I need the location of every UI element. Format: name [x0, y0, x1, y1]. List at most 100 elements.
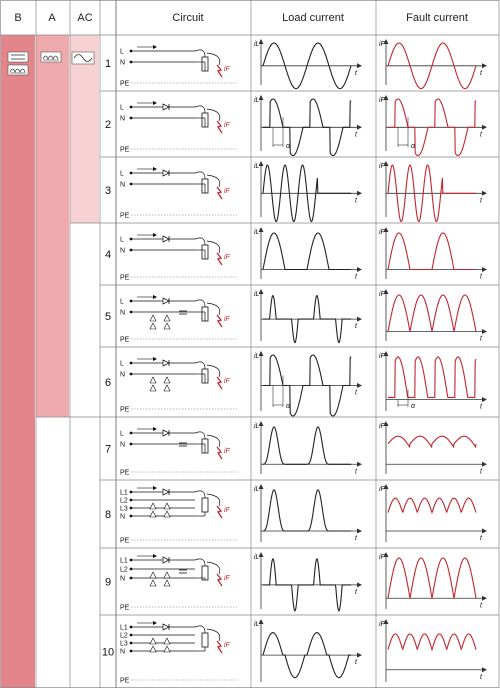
load-plot-x-label: t	[355, 468, 358, 475]
bridge-diode-icon	[149, 314, 157, 322]
fault-current-label: iF	[224, 642, 231, 649]
load-plot-y-arrow	[258, 95, 264, 100]
load-plot-y-label: iL	[254, 41, 260, 48]
circuit-line-label-l: L	[120, 299, 124, 306]
fault-lightning-icon	[216, 573, 223, 587]
fault-current-label: iF	[224, 254, 231, 261]
fault-plot-y-label: iF	[379, 554, 386, 561]
circuit-line-label-pe: PE	[120, 470, 130, 477]
load-plot-x-label: t	[355, 274, 358, 281]
fault-plot-y-label: iF	[379, 353, 386, 360]
load-plot-y-label: iL	[254, 97, 260, 104]
load-wire	[194, 558, 206, 567]
fault-current-label: iF	[224, 66, 231, 73]
load-plot-x-label: t	[355, 197, 358, 204]
load-plot-wave	[263, 489, 351, 532]
fault-plot-x-arrow	[482, 667, 487, 673]
bridge-diode-icon	[163, 645, 171, 653]
load-plot-wave	[263, 354, 352, 417]
load-resistor-icon	[201, 632, 209, 648]
fault-plot-x-label: t	[480, 131, 483, 138]
fault-plot-x-arrow	[482, 397, 487, 402]
load-plot-x-arrow	[357, 124, 362, 130]
circuit-line-label-l: L	[120, 431, 124, 438]
fault-plot-y-arrow	[383, 289, 389, 294]
load-plot-alpha-label: α	[286, 403, 291, 410]
fault-plot-wave	[387, 633, 477, 652]
bridge-diode-icon	[149, 376, 157, 384]
circuit-line-label-pe: PE	[120, 538, 130, 545]
load-plot-x-label: t	[355, 589, 358, 596]
bridge-diode-icon	[163, 510, 171, 518]
load-wire	[194, 490, 206, 499]
current-arrowhead	[153, 427, 157, 431]
bridge-diode-icon	[163, 502, 171, 510]
load-plot-x-arrow	[357, 316, 362, 322]
header-circuit: Circuit	[172, 12, 203, 24]
fault-current-label: iF	[224, 316, 231, 323]
fault-wire	[206, 174, 221, 188]
circuit-line-label-l2: L2	[120, 498, 128, 505]
load-plot-wave	[262, 426, 351, 465]
table-row: 9 L1 L2 N PE iF iL t iF t	[105, 552, 487, 612]
fault-plot-x-label: t	[480, 535, 483, 542]
load-plot-x-arrow	[357, 383, 362, 388]
load-plot-wave	[263, 294, 351, 344]
fault-plot-alpha-label: α	[411, 403, 416, 410]
bridge-diode-icon	[149, 322, 157, 330]
fault-current-label: iF	[224, 188, 231, 195]
circuit-line-label-n: N	[120, 576, 125, 583]
fault-plot-y-label: iF	[379, 423, 386, 430]
load-plot-wave	[262, 632, 351, 679]
load-plot-wave	[262, 232, 351, 271]
fault-plot-wave	[387, 42, 477, 90]
load-plot-x-arrow	[357, 63, 362, 69]
load-plot-x-label: t	[355, 131, 358, 138]
fault-lightning-icon	[216, 640, 223, 654]
fault-plot-y-arrow	[383, 351, 389, 356]
fault-plot-x-arrow	[482, 124, 487, 130]
load-plot-x-label: t	[355, 390, 358, 397]
circuit-line-label-n: N	[120, 649, 125, 656]
header-col-a: A	[48, 12, 56, 24]
fault-plot-x-arrow	[482, 329, 487, 334]
dc-smooth-icon	[7, 51, 29, 63]
fault-current-label: iF	[224, 507, 231, 514]
current-arrowhead	[153, 554, 157, 558]
fault-plot-x-label: t	[480, 336, 483, 343]
fault-plot-x-arrow	[482, 267, 487, 272]
diode-icon	[162, 103, 170, 111]
load-plot-y-arrow	[258, 351, 264, 356]
circuit-line-label-n: N	[120, 116, 125, 123]
load-wire	[194, 171, 206, 180]
load-wire	[194, 431, 206, 440]
circuit-line-label-l1: L1	[120, 625, 128, 632]
diode-icon	[162, 169, 170, 177]
fault-lightning-icon	[216, 252, 223, 266]
load-wire	[194, 299, 206, 308]
load-plot-x-arrow	[357, 461, 362, 467]
fault-plot-wave	[387, 294, 477, 332]
header-fault-current: Fault current	[406, 12, 468, 24]
current-arrowhead	[153, 167, 157, 171]
table-row: 4 LN PE iF iL t iF t	[105, 227, 487, 282]
fault-plot-wave	[387, 557, 477, 599]
load-plot-x-label: t	[355, 70, 358, 77]
fault-plot-y-arrow	[383, 227, 389, 232]
bridge-diode-icon	[163, 376, 171, 384]
current-arrowhead	[153, 621, 157, 625]
fault-plot-y-arrow	[383, 552, 389, 557]
diode-icon	[162, 556, 170, 564]
fault-plot-y-arrow	[383, 39, 389, 44]
row-number: 10	[102, 647, 114, 659]
fault-plot-x-arrow	[482, 190, 487, 196]
row-number: 5	[105, 311, 111, 323]
bridge-diode-icon	[149, 510, 157, 518]
circuit-line-label-l: L	[120, 49, 124, 56]
circuit-line-label-l: L	[120, 361, 124, 368]
load-plot-x-arrow	[357, 267, 362, 272]
circuit-line-label-l1: L1	[120, 558, 128, 565]
fault-plot-x-label: t	[480, 674, 483, 681]
